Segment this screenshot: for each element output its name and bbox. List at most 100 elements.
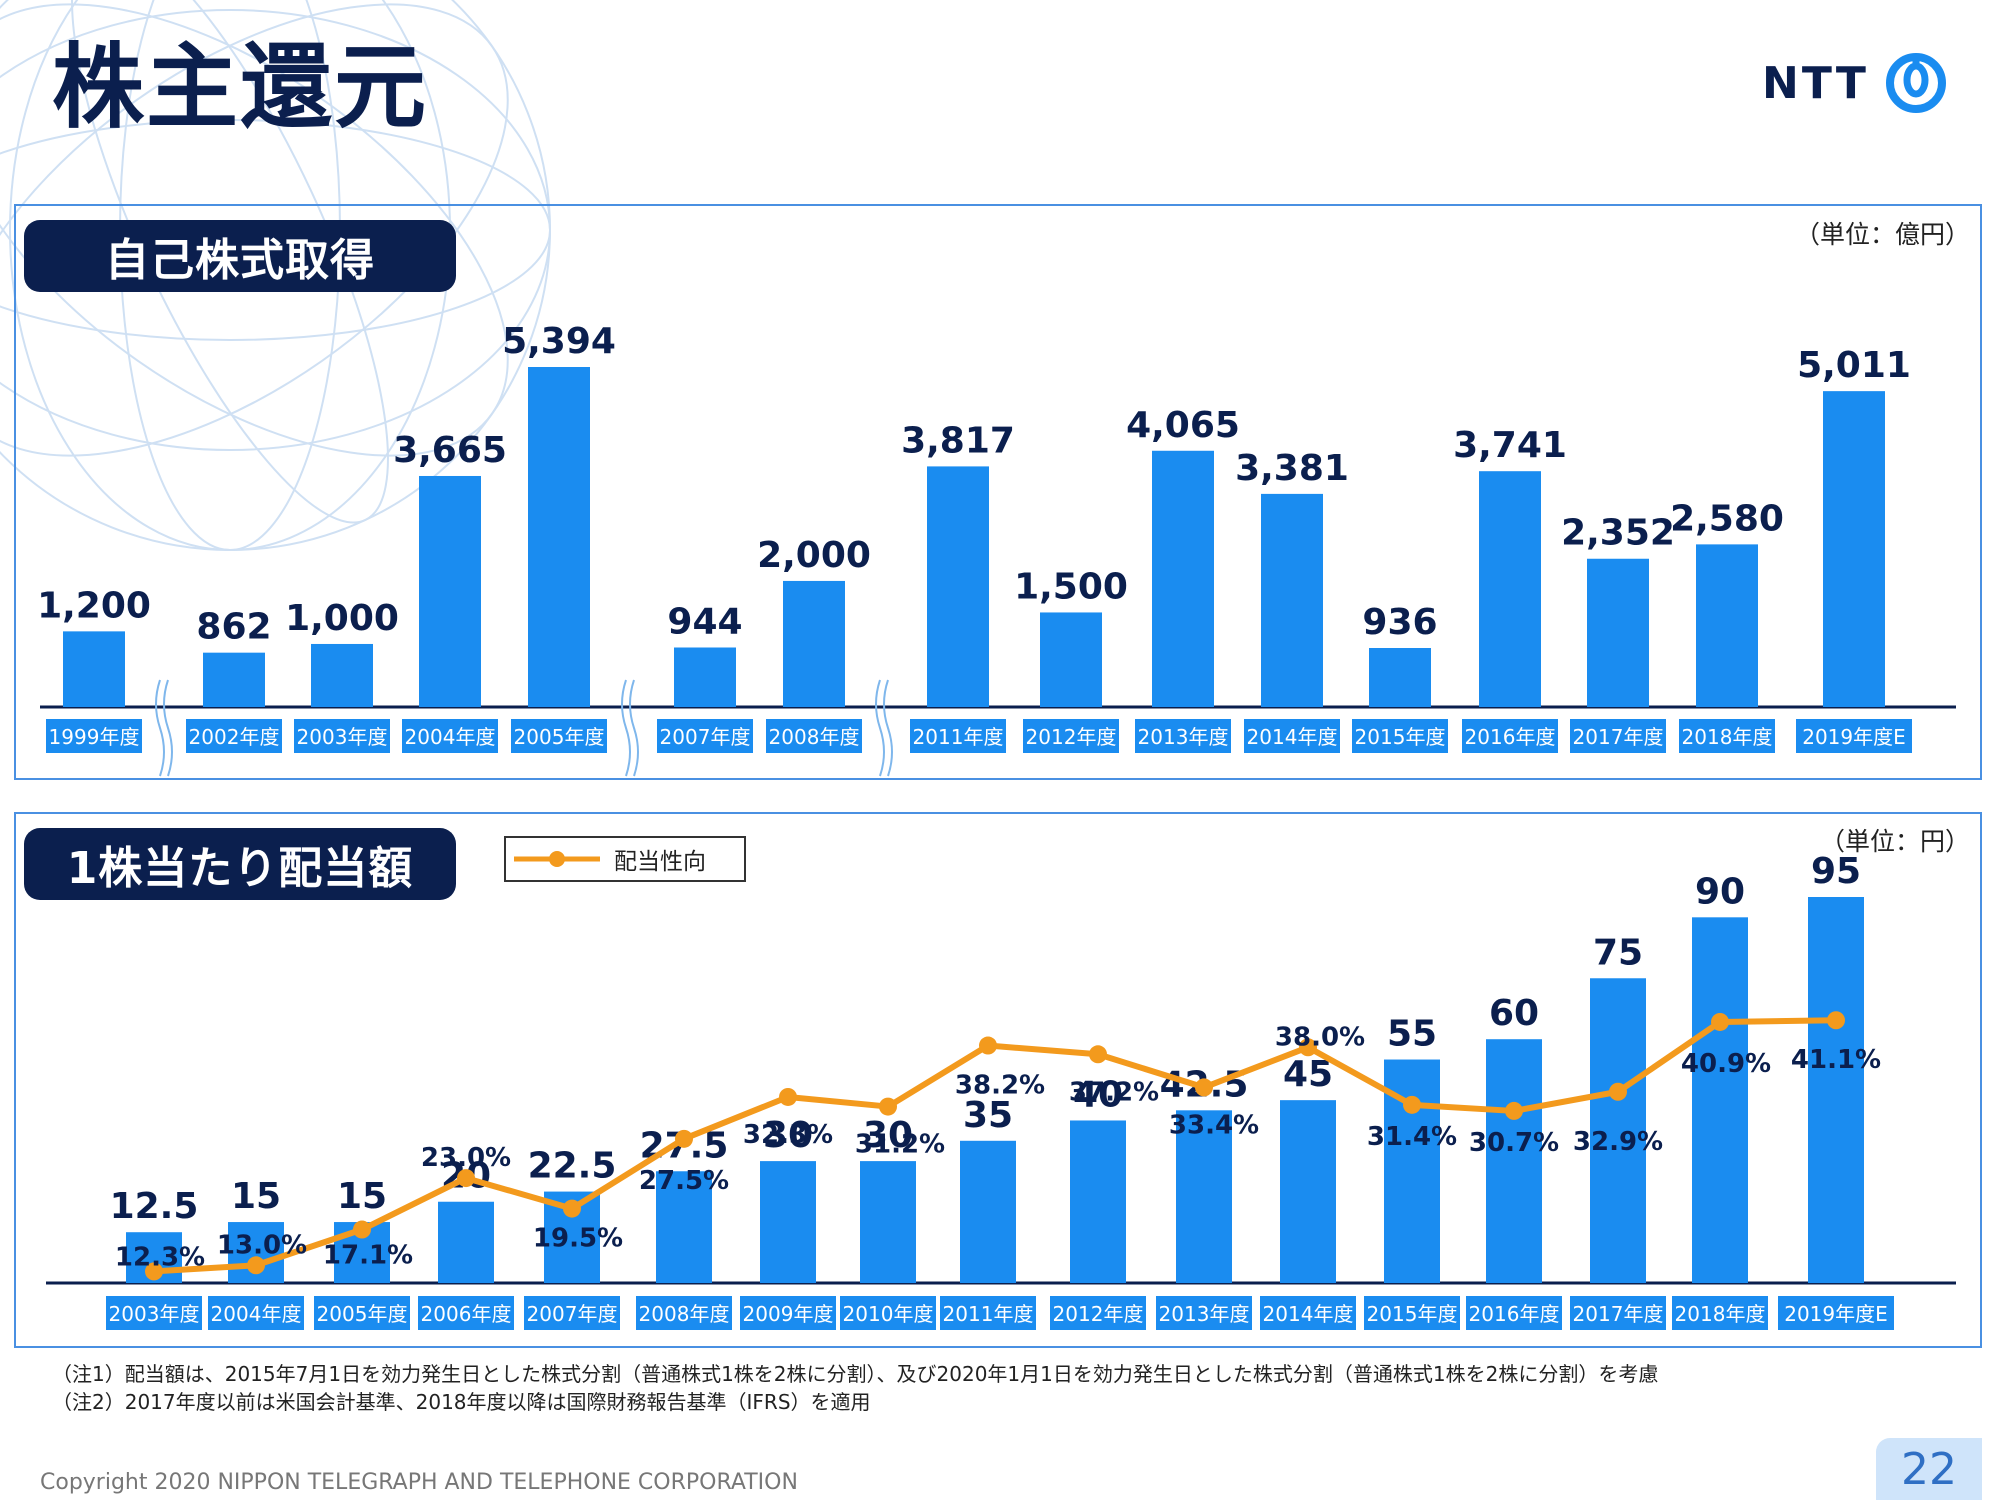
bar (1696, 544, 1758, 707)
payout-ratio-point (979, 1036, 997, 1055)
category-label: 2008年度 (769, 725, 860, 749)
axis-break-mark (883, 679, 893, 777)
copyright: Copyright 2020 NIPPON TELEGRAPH AND TELE… (40, 1470, 798, 1495)
payout-ratio-label: 37.2% (1069, 1077, 1159, 1107)
category-label: 2018年度 (1675, 1302, 1766, 1326)
payout-ratio-point (1089, 1045, 1107, 1064)
bar (960, 1140, 1016, 1283)
category-label-box (208, 1296, 304, 1330)
category-label-box (1244, 719, 1340, 753)
payout-ratio-label: 40.9% (1681, 1049, 1771, 1079)
payout-ratio-label: 32.3% (743, 1120, 833, 1150)
category-label-box (511, 719, 607, 753)
category-label: 2019年度E (1802, 725, 1906, 749)
category-label: 2003年度 (109, 1302, 200, 1326)
payout-ratio-point (1711, 1012, 1729, 1031)
bar (311, 643, 373, 707)
legend: 配当性向 (504, 836, 746, 882)
category-label: 2012年度 (1026, 725, 1117, 749)
bar (63, 631, 125, 707)
category-label-box (46, 719, 142, 753)
bar (1040, 612, 1102, 707)
payout-ratio-label: 38.0% (1275, 1022, 1365, 1052)
category-label: 2013年度 (1159, 1302, 1250, 1326)
category-label: 2012年度 (1053, 1302, 1144, 1326)
category-label: 2007年度 (527, 1302, 618, 1326)
payout-ratio-point (1403, 1095, 1421, 1114)
bar-value-label: 1,500 (1014, 566, 1128, 607)
category-label: 2018年度 (1682, 725, 1773, 749)
bar-value-label: 1,000 (285, 598, 399, 639)
bar-value-label: 15 (231, 1176, 281, 1217)
buyback-unit-label: （単位：億円） (1794, 220, 1970, 249)
payout-ratio-point (1827, 1011, 1845, 1030)
payout-ratio-label: 13.0% (217, 1230, 307, 1260)
bar (1587, 558, 1649, 707)
payout-ratio-point (145, 1262, 163, 1281)
category-label: 2017年度 (1573, 1302, 1664, 1326)
category-label: 2013年度 (1138, 725, 1229, 749)
bar-value-label: 30 (763, 1115, 813, 1156)
category-label-box (840, 1296, 936, 1330)
category-label-box (106, 1296, 202, 1330)
bar-value-label: 75 (1593, 932, 1643, 973)
payout-ratio-point (1195, 1078, 1213, 1097)
category-label-box (1260, 1296, 1356, 1330)
legend-label: 配当性向 (614, 849, 706, 875)
payout-ratio-point (457, 1169, 475, 1188)
category-label: 2006年度 (421, 1302, 512, 1326)
payout-ratio-point (779, 1087, 797, 1106)
category-label: 2003年度 (297, 725, 388, 749)
category-label-box (186, 719, 282, 753)
bar-value-label: 3,741 (1453, 425, 1567, 466)
category-label: 2016年度 (1469, 1302, 1560, 1326)
bar (528, 367, 590, 707)
bar (1479, 471, 1541, 707)
payout-ratio-point (353, 1220, 371, 1239)
bar (860, 1161, 916, 1283)
category-label: 1999年度 (49, 725, 140, 749)
footnote-2: （注2）2017年度以前は米国会計基準、2018年度以降は国際財務報告基準（IF… (52, 1390, 871, 1414)
category-label: 2011年度 (913, 725, 1004, 749)
bar-value-label: 862 (196, 607, 271, 648)
category-label: 2015年度 (1367, 1302, 1458, 1326)
bar (1280, 1100, 1336, 1283)
footnote-1: （注1）配当額は、2015年7月1日を効力発生日とした株式分割（普通株式1株を2… (52, 1362, 1659, 1386)
bar-value-label: 3,817 (901, 420, 1015, 461)
category-label-box (1135, 719, 1231, 753)
page-number: 22 (1876, 1438, 1982, 1500)
category-label-box (1466, 1296, 1562, 1330)
category-label-box (636, 1296, 732, 1330)
category-label: 2016年度 (1465, 725, 1556, 749)
category-label-box (1364, 1296, 1460, 1330)
category-label-box (657, 719, 753, 753)
bar-value-label: 45 (1283, 1054, 1333, 1095)
category-label-box (1156, 1296, 1252, 1330)
payout-ratio-label: 12.3% (115, 1242, 205, 1272)
bar-value-label: 35 (963, 1095, 1013, 1136)
bar-value-label: 3,381 (1235, 448, 1349, 489)
category-label: 2011年度 (943, 1302, 1034, 1326)
legend-line-marker-icon (514, 851, 600, 867)
bar (1369, 648, 1431, 707)
bar-value-label: 2,580 (1670, 498, 1784, 539)
payout-ratio-label: 31.4% (1367, 1122, 1457, 1152)
dividend-unit-label: （単位：円） (1819, 827, 1970, 856)
payout-ratio-point (879, 1097, 897, 1116)
page-title: 株主還元 (52, 34, 429, 141)
payout-ratio-point (247, 1256, 265, 1275)
bar-value-label: 2,000 (757, 535, 871, 576)
bar-value-label: 2,352 (1561, 513, 1675, 554)
bar (1808, 897, 1864, 1283)
bar (656, 1171, 712, 1283)
bar-value-label: 55 (1387, 1014, 1437, 1055)
axis-break-mark (155, 679, 165, 777)
category-label-box (1570, 719, 1666, 753)
payout-ratio-label: 38.2% (955, 1071, 1045, 1101)
category-label: 2009年度 (743, 1302, 834, 1326)
category-label-box (1778, 1296, 1894, 1330)
axis-break-mark (875, 679, 885, 777)
dividend-title: 1株当たり配当額 (24, 828, 456, 900)
bar-value-label: 4,065 (1126, 405, 1240, 446)
category-label: 2002年度 (189, 725, 280, 749)
